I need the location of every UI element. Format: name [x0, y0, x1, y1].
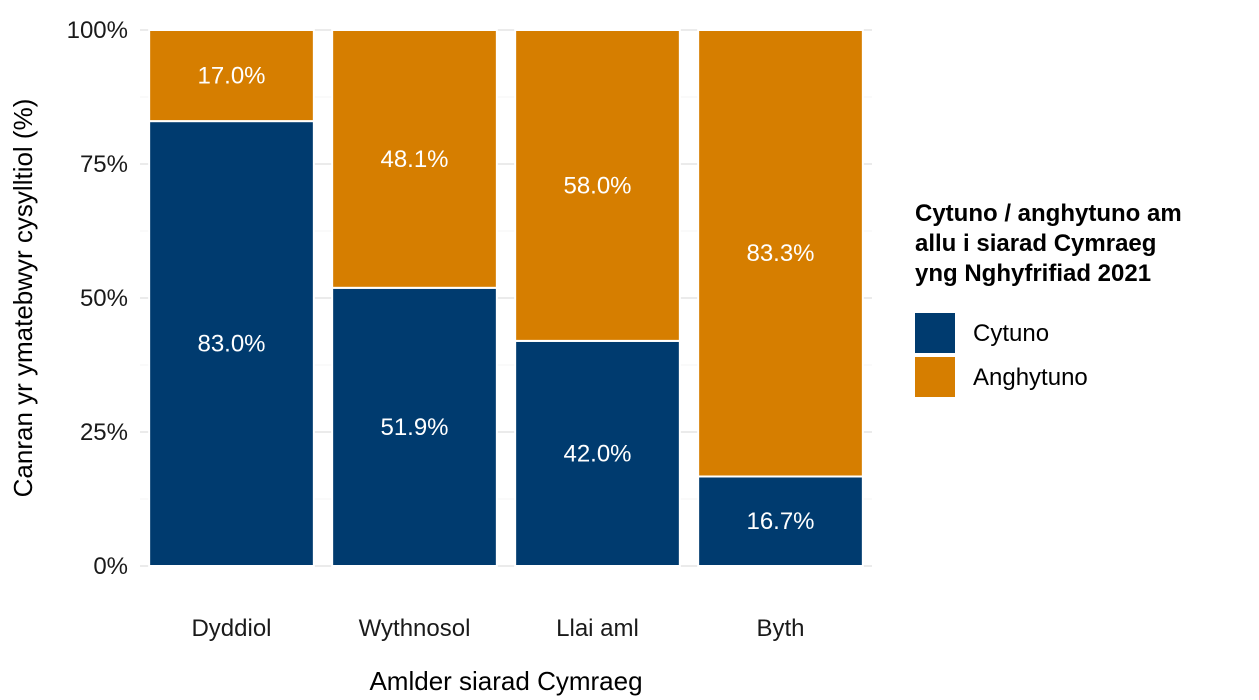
bar-cytuno-1: [148, 120, 315, 568]
bar-cytuno-3: [514, 339, 681, 567]
y-tick-label: 50%: [80, 285, 128, 312]
legend: Cytuno / anghytuno am allu i siarad Cymra…: [915, 200, 1182, 397]
data-label: 58.0%: [563, 172, 631, 199]
bar-cytuno-2: [331, 286, 498, 567]
legend-title-line: allu i siarad Cymraeg: [915, 230, 1156, 257]
data-label: 17.0%: [197, 63, 265, 90]
x-axis-ticks: Dyddiol Wythnosol Llai aml Byth: [191, 615, 804, 642]
data-label: 16.7%: [746, 508, 814, 535]
x-axis-title: Amlder siarad Cymraeg: [369, 666, 642, 696]
x-tick-label: Wythnosol: [359, 615, 471, 642]
data-label: 48.1%: [380, 146, 448, 173]
y-axis-ticks: 0% 25% 50% 75% 100%: [67, 17, 128, 580]
y-tick-label: 100%: [67, 17, 128, 44]
x-tick-label: Llai aml: [556, 615, 639, 642]
bar-anghytuno-1: [148, 29, 315, 123]
x-tick-label: Byth: [756, 615, 804, 642]
legend-label-anghytuno: Anghytuno: [973, 364, 1088, 391]
bars: [148, 29, 864, 568]
x-tick-label: Dyddiol: [191, 615, 271, 642]
bar-anghytuno-4: [697, 29, 864, 478]
y-axis-title: Canran yr ymatebwyr cysylltiol (%): [8, 99, 38, 498]
bar-cytuno-4: [697, 475, 864, 568]
y-tick-label: 75%: [80, 151, 128, 178]
legend-title-line: yng Nghyfrifiad 2021: [915, 260, 1151, 287]
y-tick-label: 0%: [93, 553, 128, 580]
legend-label-cytuno: Cytuno: [973, 320, 1049, 347]
data-labels: 83.0% 17.0% 51.9% 48.1% 42.0% 58.0% 16.7% 83.3%: [197, 63, 814, 536]
bar-anghytuno-3: [514, 29, 681, 342]
legend-key-anghytuno: [915, 357, 955, 397]
data-label: 83.3%: [746, 240, 814, 267]
legend-key-cytuno: [915, 313, 955, 353]
bar-anghytuno-2: [331, 29, 498, 289]
data-label: 83.0%: [197, 331, 265, 358]
legend-title-line: Cytuno / anghytuno am: [915, 200, 1182, 227]
data-label: 51.9%: [380, 414, 448, 441]
data-label: 42.0%: [563, 440, 631, 467]
y-tick-label: 25%: [80, 419, 128, 446]
